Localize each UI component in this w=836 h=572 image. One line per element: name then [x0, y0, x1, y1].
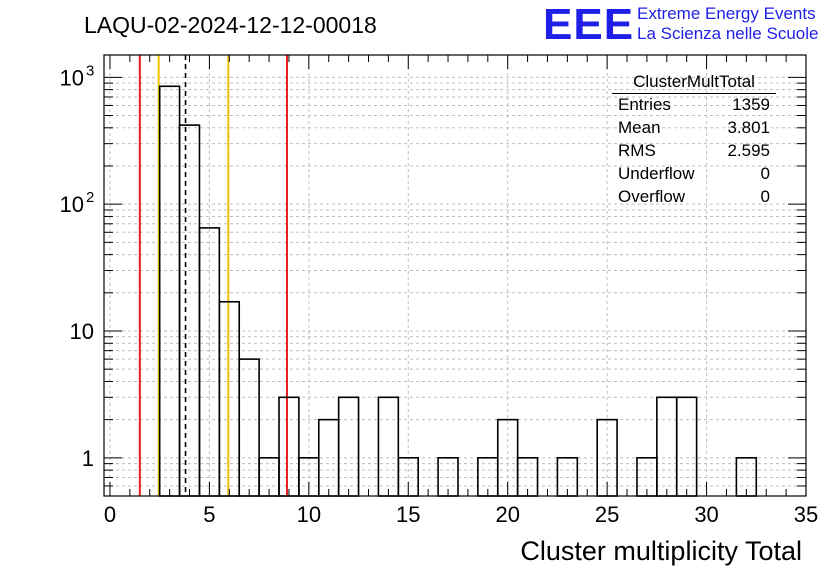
- histogram-bar: [238, 358, 260, 497]
- x-tick-label: 0: [104, 502, 116, 527]
- y-tick-exponent: 3: [86, 62, 94, 79]
- stats-row-mean: Mean 3.801: [612, 118, 776, 141]
- y-tick-label: 10: [70, 319, 94, 344]
- x-axis-label: Cluster multiplicity Total: [520, 536, 802, 566]
- stats-value: 3.801: [727, 118, 770, 137]
- y-tick-label: 10: [60, 192, 84, 217]
- stats-row-underflow: Underflow 0: [612, 164, 776, 187]
- histogram-bar: [278, 396, 300, 497]
- stats-label: Underflow: [618, 164, 695, 183]
- y-tick-exponent: 2: [86, 189, 94, 206]
- grid-layer: [104, 55, 806, 496]
- histogram-bar: [377, 396, 400, 497]
- stats-value: 1359: [732, 95, 770, 114]
- x-tick-label: 35: [794, 502, 818, 527]
- stats-value: 2.595: [727, 141, 770, 160]
- x-tick-label: 5: [203, 502, 215, 527]
- stats-label: Overflow: [618, 187, 686, 206]
- stats-row-entries: Entries 1359: [612, 95, 776, 118]
- histogram-bar: [178, 124, 201, 497]
- x-tick-label: 30: [694, 502, 718, 527]
- histogram-bar: [675, 396, 698, 497]
- logo-subtitle-1: Extreme Energy Events: [637, 4, 816, 23]
- stats-row-overflow: Overflow 0: [612, 187, 776, 210]
- y-tick-label: 1: [82, 446, 94, 471]
- logo-subtitle-2: La Scienza nelle Scuole: [637, 24, 819, 43]
- stats-row-rms: RMS 2.595: [612, 141, 776, 164]
- stats-title: ClusterMultTotal: [612, 72, 776, 94]
- stats-value: 0: [760, 164, 770, 183]
- histogram-bar: [656, 396, 678, 497]
- x-tick-label: 20: [495, 502, 519, 527]
- histogram-bar: [337, 396, 360, 497]
- stats-box: ClusterMultTotal Entries 1359 Mean 3.801…: [612, 72, 776, 210]
- stats-label: RMS: [618, 141, 656, 160]
- stats-value: 0: [760, 187, 770, 206]
- reference-lines: [138, 55, 288, 496]
- stats-label: Mean: [618, 118, 661, 137]
- chart-title: LAQU-02-2024-12-12-00018: [84, 12, 377, 38]
- stats-label: Entries: [618, 95, 671, 114]
- x-tick-label: 15: [396, 502, 420, 527]
- x-tick-label: 10: [297, 502, 321, 527]
- x-tick-label: 25: [595, 502, 619, 527]
- plot-frame: [103, 54, 807, 497]
- histogram-bar: [158, 85, 181, 497]
- eee-logo: EEE: [543, 0, 635, 49]
- y-tick-label: 10: [60, 65, 84, 90]
